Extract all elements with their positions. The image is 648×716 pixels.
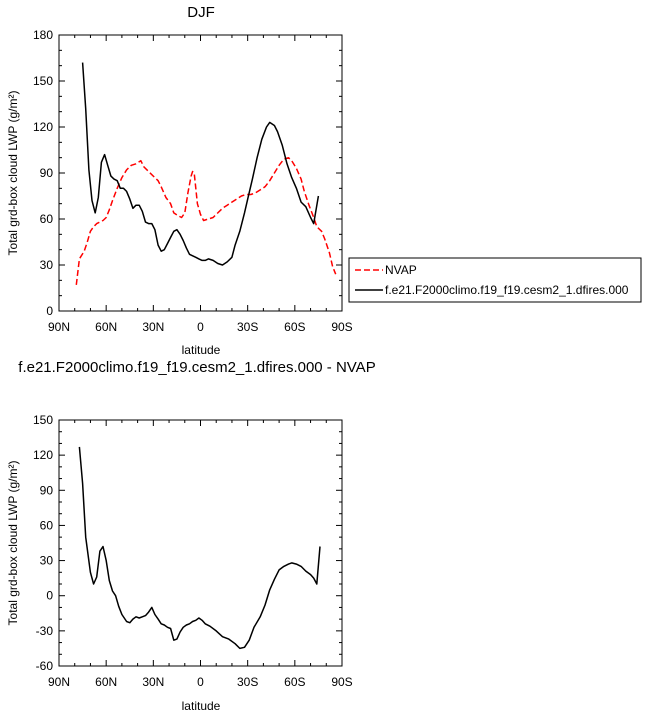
top-x-tick-label: 90N: [48, 320, 70, 334]
legend-label-nvap: NVAP: [385, 263, 417, 277]
bottom-x-tick-label: 30N: [142, 675, 164, 689]
bottom-x-tick-label: 90N: [48, 675, 70, 689]
bottom-x-tick-label: 30S: [237, 675, 258, 689]
top-x-tick-label: 0: [197, 320, 204, 334]
top-y-tick-label: 30: [40, 258, 54, 272]
top-x-tick-label: 60N: [95, 320, 117, 334]
top-series-line-model: [81, 62, 320, 266]
top-x-ticks: 90N 60N 30N 0 30S 60S 90S: [48, 35, 353, 334]
bottom-y-tick-label: 120: [33, 448, 53, 462]
bottom-x-ticks: 90N 60N 30N 0 30S 60S 90S: [48, 420, 353, 689]
top-x-tick-label: 90S: [331, 320, 352, 334]
bottom-title: f.e21.F2000climo.f19_f19.cesm2_1.dfires.…: [18, 359, 375, 376]
top-y-tick-label: 180: [33, 28, 53, 42]
top-x-tick-label: 60S: [284, 320, 305, 334]
bottom-y-ticks: -60 -30 0 30 60 90 120 150: [33, 413, 342, 673]
bottom-y-tick-label: 60: [40, 518, 54, 532]
legend: NVAP f.e21.F2000climo.f19_f19.cesm2_1.df…: [348, 257, 642, 303]
bottom-series: [78, 446, 321, 650]
bottom-y-label: Total grd-box cloud LWP (g/m²): [6, 461, 20, 626]
top-y-ticks: 0 30 60 90 120 150 180: [33, 28, 342, 318]
top-y-tick-label: 90: [40, 166, 54, 180]
bottom-x-tick-label: 0: [197, 675, 204, 689]
bottom-y-tick-label: 0: [46, 589, 53, 603]
top-y-tick-label: 60: [40, 212, 54, 226]
bottom-x-tick-label: 90S: [331, 675, 352, 689]
bottom-x-tick-label: 60S: [284, 675, 305, 689]
top-x-tick-label: 30N: [142, 320, 164, 334]
bottom-panel: f.e21.F2000climo.f19_f19.cesm2_1.dfires.…: [6, 359, 376, 713]
top-y-tick-label: 150: [33, 74, 53, 88]
top-plot-frame: [58, 34, 343, 312]
top-panel: DJF 90N 60N 30N 0 30S 60S 90S 0 30 60 90 120 150 180…: [6, 4, 353, 357]
top-y-label: Total grd-box cloud LWP (g/m²): [6, 91, 20, 256]
bottom-y-tick-label: 90: [40, 483, 54, 497]
top-x-label: latitude: [182, 343, 221, 357]
bottom-y-tick-label: -30: [36, 624, 54, 638]
top-y-tick-label: 0: [46, 304, 53, 318]
top-series-line-nvap: [75, 156, 337, 285]
top-title: DJF: [187, 4, 215, 21]
bottom-y-tick-label: 30: [40, 554, 54, 568]
top-x-tick-label: 30S: [237, 320, 258, 334]
bottom-y-tick-label: 150: [33, 413, 53, 427]
top-y-tick-label: 120: [33, 120, 53, 134]
bottom-plot-frame: [58, 419, 343, 667]
bottom-x-label: latitude: [182, 699, 221, 713]
bottom-x-tick-label: 60N: [95, 675, 117, 689]
bottom-y-tick-label: -60: [36, 659, 54, 673]
legend-label-model: f.e21.F2000climo.f19_f19.cesm2_1.dfires.…: [385, 283, 629, 297]
top-series: [75, 62, 337, 285]
bottom-series-line-model: [78, 446, 321, 650]
legend-box: [348, 257, 642, 303]
